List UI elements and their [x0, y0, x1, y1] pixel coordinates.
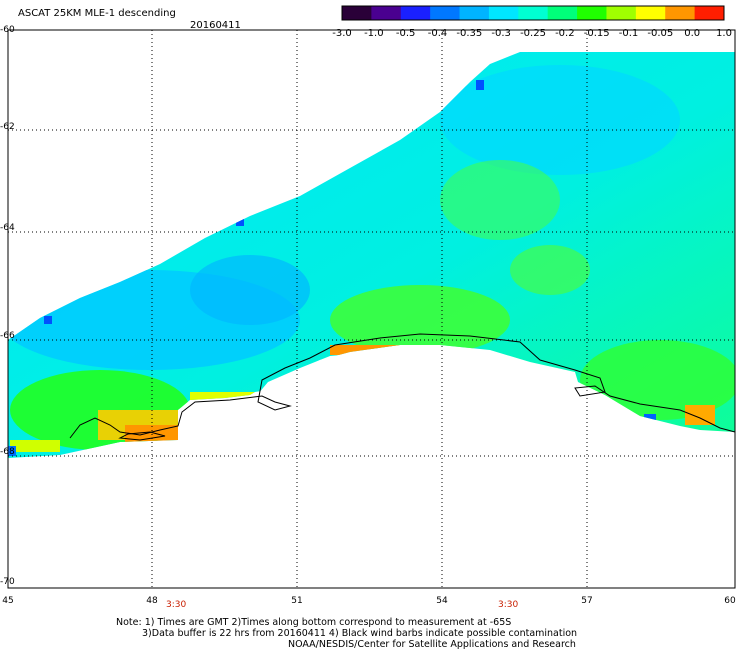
colorbar-swatch [606, 6, 637, 20]
colorbar-swatch [400, 6, 431, 20]
footer-note-line1: Note: 1) Times are GMT 2)Times along bot… [116, 617, 512, 628]
colorbar-swatch [459, 6, 490, 20]
footer-note-line2: 3)Data buffer is 22 hrs from 20160411 4)… [142, 628, 578, 639]
colorbar-swatch [430, 6, 461, 20]
colorbar-tick-label: -0.25 [520, 28, 546, 39]
colorbar-tick-label: -1.0 [364, 28, 384, 39]
footer-credit: NOAA/NESDIS/Center for Satellite Applica… [288, 639, 576, 650]
longitude-label: 51 [291, 596, 303, 606]
latitude-label: -64 [0, 223, 15, 233]
colorbar [341, 5, 725, 21]
colorbar-swatch [665, 6, 696, 20]
longitude-label: 57 [581, 596, 593, 606]
colorbar-tick-label: -0.05 [647, 28, 674, 39]
colorbar-tick-label: -0.3 [491, 28, 511, 39]
latitude-label: -68 [0, 447, 15, 457]
colorbar-swatch [694, 6, 725, 20]
colorbar-swatch [635, 6, 666, 20]
lat-lon-grid [8, 30, 735, 588]
latitude-label: -70 [0, 577, 15, 587]
colorbar-tick-label: -0.35 [456, 28, 483, 39]
colorbar-tick-label: -0.5 [395, 28, 416, 39]
colorbar-tick-label: 1.0 [716, 28, 732, 39]
map-date: 20160411 [190, 20, 241, 31]
latitude-label: -60 [0, 25, 15, 35]
colorbar-swatch [577, 6, 607, 20]
colorbar-swatch [371, 6, 402, 20]
colorbar-tick-label: -0.1 [618, 28, 639, 39]
longitude-label: 48 [146, 596, 158, 606]
longitude-label: 54 [436, 596, 448, 606]
coastline [69, 333, 736, 439]
colorbar-tick-label: -0.4 [427, 28, 448, 39]
colorbar-tick-label: -0.2 [555, 28, 575, 39]
colorbar-tick-label: 0.0 [684, 28, 701, 39]
time-label-1: 3:30 [166, 600, 187, 610]
longitude-label: 60 [724, 596, 736, 606]
colorbar-swatch [488, 6, 519, 20]
latitude-label: -62 [0, 122, 15, 132]
time-label-2: 3:30 [498, 600, 519, 610]
colorbar-swatch [547, 6, 578, 20]
colorbar-tick-label: -0.15 [583, 28, 610, 39]
map-frame [7, 29, 736, 589]
map-title: ASCAT 25KM MLE-1 descending [18, 8, 176, 19]
colorbar-tick-label: -3.0 [332, 28, 352, 39]
colorbar-swatch [518, 6, 549, 20]
colorbar-swatch [342, 6, 372, 20]
longitude-label: 45 [2, 596, 14, 606]
latitude-label: -66 [0, 331, 15, 341]
